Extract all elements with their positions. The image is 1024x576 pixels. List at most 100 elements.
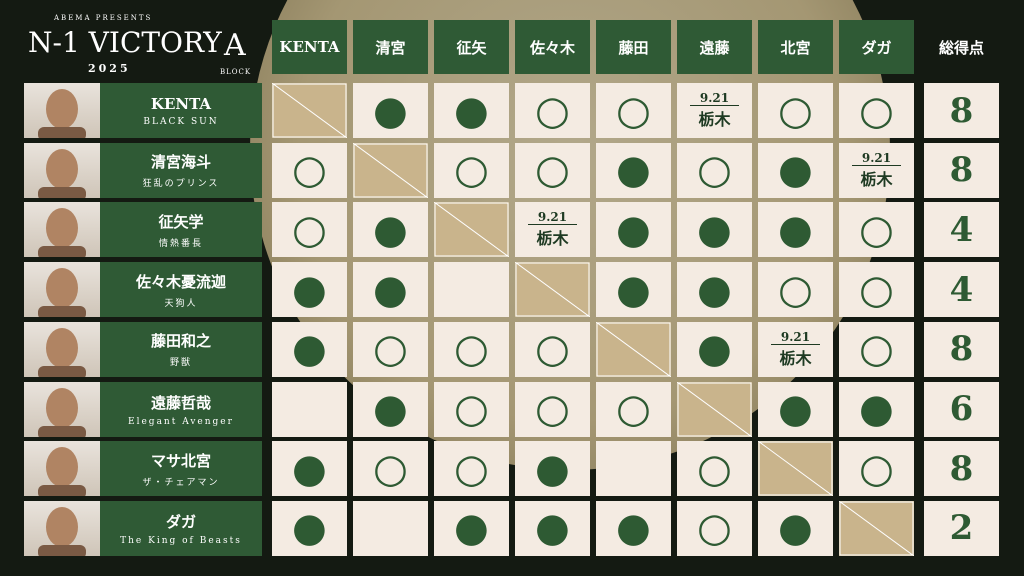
result-mark: ●: [292, 505, 327, 552]
wrestler-photo: [24, 321, 100, 377]
result-cell: ●: [434, 83, 509, 138]
column-header: 征矢: [434, 20, 509, 74]
scheduled-match: 9.21 栃木: [689, 91, 740, 130]
year: 2025: [88, 62, 131, 75]
diagonal: [515, 262, 590, 318]
wrestler-name: 清宮海斗: [150, 153, 211, 172]
result-mark: ○: [616, 386, 651, 432]
result-mark: ○: [859, 266, 894, 313]
self-cell: [272, 83, 347, 138]
wrestler-subtitle: Elegant Avenger: [128, 416, 234, 427]
result-mark: ○: [535, 147, 570, 194]
result-mark: ○: [778, 87, 813, 134]
wrestler-name: 征矢学: [158, 212, 204, 231]
name-cell: 遠藤哲哉 Elegant Avenger: [100, 381, 262, 437]
name-cell: マサ北宮 ザ・チェアマン: [100, 441, 262, 497]
scheduled-match: 9.21 栃木: [851, 151, 902, 190]
result-cell: ○: [434, 381, 509, 437]
result-mark: ○: [454, 386, 489, 432]
result-mark: ●: [454, 87, 489, 134]
points-cell: 6: [924, 381, 999, 437]
result-cell: ○: [839, 321, 914, 377]
result-cell: [596, 441, 671, 497]
photo-silhouette: [38, 327, 86, 377]
photo-silhouette: [38, 208, 86, 258]
title: N-1 VICTORY: [28, 26, 222, 59]
match-date: 9.21: [527, 210, 578, 226]
result-mark: ○: [697, 147, 732, 194]
result-mark: ●: [373, 87, 408, 134]
result-cell: 9.21 栃木: [515, 202, 590, 258]
photo-silhouette: [38, 89, 86, 138]
result-cell: ○: [434, 441, 509, 497]
result-mark: ○: [292, 147, 327, 194]
name-cell: 清宮海斗狂乱のプリンス: [100, 142, 262, 198]
match-date: 9.21: [689, 91, 740, 106]
result-cell: ●: [272, 500, 347, 556]
result-mark: ●: [373, 266, 408, 313]
result-cell: ●: [596, 262, 671, 318]
result-mark: ○: [454, 445, 489, 492]
wrestler-subtitle: 天狗人: [164, 298, 198, 309]
result-cell: ●: [758, 142, 833, 198]
column-header: ダガ: [839, 20, 914, 74]
result-mark: ●: [373, 206, 408, 253]
wrestler-photo: [24, 441, 100, 497]
result-cell: ●: [353, 262, 428, 318]
block-label: BLOCK: [220, 68, 252, 76]
match-date: 9.21: [770, 330, 821, 345]
result-mark: ○: [454, 326, 489, 373]
points-cell: 8: [924, 441, 999, 497]
result-mark: ●: [697, 326, 732, 373]
photo-silhouette: [38, 447, 86, 497]
result-cell: 9.21 栃木: [839, 142, 914, 198]
diagonal: [596, 321, 671, 377]
result-mark: ●: [373, 386, 408, 432]
name-cell: 藤田和之 野獣: [100, 321, 262, 377]
presenter: ABEMA PRESENTS: [54, 14, 153, 22]
result-cell: ○: [839, 83, 914, 138]
result-cell: ○: [839, 262, 914, 318]
wrestler-subtitle: The King of Beasts: [120, 535, 242, 546]
scheduled-match: 9.21 栃木: [770, 330, 821, 369]
diagonal: [677, 381, 752, 437]
logo: ABEMA PRESENTS N-1 VICTORY 2025 A BLOCK: [24, 14, 264, 80]
result-cell: ●: [272, 262, 347, 318]
result-mark: ●: [616, 147, 651, 194]
result-cell: ○: [434, 142, 509, 198]
name-cell: 佐々木憂流迦 天狗人: [100, 262, 262, 318]
points-cell: 4: [924, 202, 999, 258]
diagonal: [353, 142, 428, 198]
column-header: 佐々木: [515, 20, 590, 74]
column-header: KENTA: [272, 20, 347, 74]
result-cell: ○: [677, 500, 752, 556]
result-cell: 9.21 栃木: [677, 83, 752, 138]
wrestler-photo: [24, 262, 100, 318]
result-mark: ○: [859, 445, 894, 492]
wrestler-subtitle: BLACK SUN: [143, 116, 219, 127]
result-cell: ●: [677, 262, 752, 318]
wrestler-name: 藤田和之: [150, 332, 211, 351]
result-cell: ●: [596, 202, 671, 258]
result-mark: ●: [616, 505, 651, 552]
diagonal: [839, 500, 914, 556]
result-mark: ●: [616, 206, 651, 253]
result-mark: ○: [454, 147, 489, 194]
wrestler-subtitle: ザ・チェアマン: [142, 477, 220, 488]
wrestler-photo: [24, 381, 100, 437]
result-cell: [353, 500, 428, 556]
result-cell: ●: [272, 441, 347, 497]
result-cell: ●: [596, 500, 671, 556]
wrestler-subtitle: 狂乱のプリンス: [142, 179, 220, 190]
result-cell: ●: [839, 381, 914, 437]
result-cell: ○: [839, 202, 914, 258]
result-mark: ○: [535, 326, 570, 373]
result-cell: ●: [353, 83, 428, 138]
self-cell: [677, 381, 752, 437]
photo-silhouette: [38, 148, 86, 198]
result-cell: ○: [353, 321, 428, 377]
result-cell: ●: [272, 321, 347, 377]
points-cell: 2: [924, 500, 999, 556]
wrestler-name: KENTA: [150, 94, 212, 113]
